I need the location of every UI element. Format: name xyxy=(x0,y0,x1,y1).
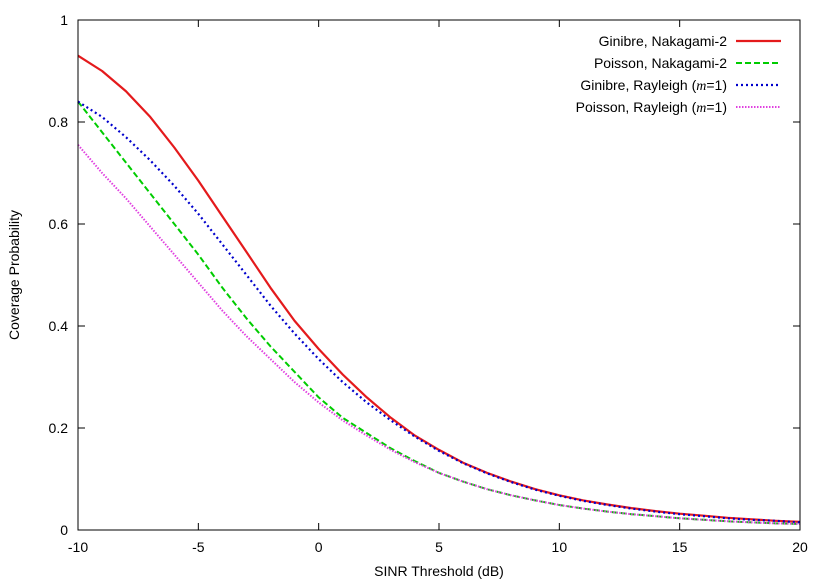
legend-label-4: Poisson, Rayleigh (m=1) xyxy=(576,99,727,116)
legend-entry-2: Poisson, Nakagami-2 xyxy=(594,55,781,71)
y-tick-label: 0.2 xyxy=(49,420,69,436)
legend-entry-1: Ginibre, Nakagami-2 xyxy=(599,33,781,49)
legend-label-1: Ginibre, Nakagami-2 xyxy=(599,33,728,49)
legend: Ginibre, Nakagami-2 Poisson, Nakagami-2 Gi… xyxy=(576,33,781,116)
legend-label-3: Ginibre, Rayleigh (m=1) xyxy=(580,77,727,94)
plot-curves xyxy=(77,54,801,525)
legend-entry-4: Poisson, Rayleigh (m=1) xyxy=(576,99,781,116)
plot-frame xyxy=(77,19,801,531)
y-tick-label: 0.4 xyxy=(49,318,69,334)
series-line-4 xyxy=(77,144,801,525)
x-tick-label: 15 xyxy=(672,539,688,555)
x-tick-label: -10 xyxy=(68,539,88,555)
y-tick-label: 1 xyxy=(60,12,68,28)
y-tick-label: 0 xyxy=(60,522,68,538)
legend-label-2: Poisson, Nakagami-2 xyxy=(594,55,727,71)
series-line-3 xyxy=(77,100,801,524)
x-tick-label: 10 xyxy=(552,539,568,555)
legend-entry-3: Ginibre, Rayleigh (m=1) xyxy=(580,77,781,94)
x-tick-label: 0 xyxy=(315,539,323,555)
x-axis-label: SINR Threshold (dB) xyxy=(374,563,504,579)
axis-ticks xyxy=(77,19,801,531)
x-tick-label: -5 xyxy=(192,539,205,555)
y-tick-label: 0.6 xyxy=(49,216,69,232)
y-tick-labels: 0 0.2 0.4 0.6 0.8 1 xyxy=(49,12,69,538)
x-tick-label: 5 xyxy=(435,539,443,555)
x-tick-labels: -10 -5 0 5 10 15 20 xyxy=(68,539,808,555)
y-axis-label: Coverage Probability xyxy=(6,210,22,340)
y-tick-label: 0.8 xyxy=(49,114,69,130)
x-tick-label: 20 xyxy=(792,539,808,555)
